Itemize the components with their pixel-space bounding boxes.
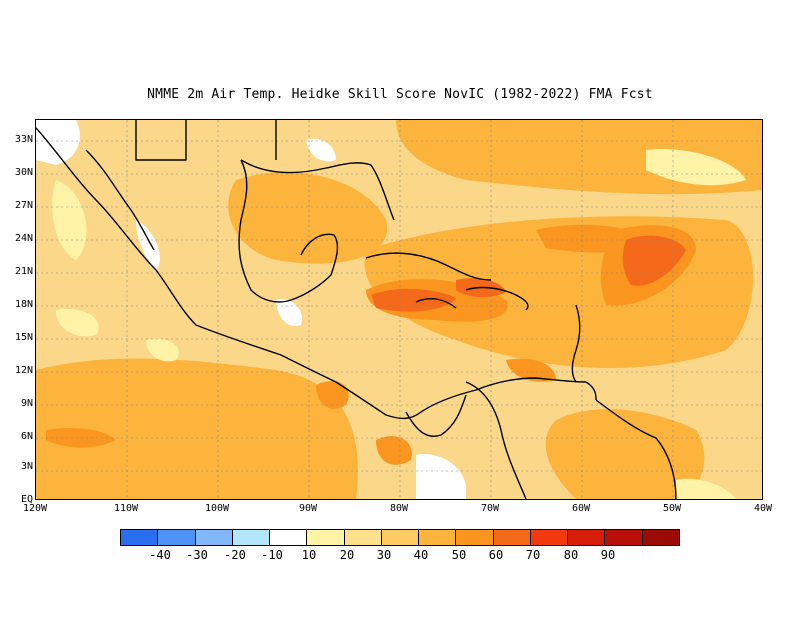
colorbar-label: 30 bbox=[376, 548, 392, 562]
colorbar-label: -20 bbox=[224, 548, 246, 562]
colorbar-label: -40 bbox=[149, 548, 171, 562]
lon-label: 100W bbox=[204, 503, 230, 514]
skill-score-map bbox=[35, 119, 763, 500]
lon-label: 40W bbox=[753, 503, 773, 514]
lon-label: 90W bbox=[298, 503, 318, 514]
field-10-20 bbox=[52, 149, 746, 499]
coastlines bbox=[36, 120, 677, 499]
lat-label: 30N bbox=[14, 167, 33, 178]
colorbar-swatch bbox=[456, 530, 494, 545]
lat-label: 27N bbox=[14, 200, 33, 211]
lat-label: 3N bbox=[20, 461, 33, 472]
colorbar-label: -30 bbox=[186, 548, 208, 562]
colorbar-swatch bbox=[158, 530, 196, 545]
colorbar bbox=[120, 529, 680, 546]
lat-label: 12N bbox=[14, 365, 33, 376]
colorbar-swatch bbox=[307, 530, 345, 545]
colorbar-swatch bbox=[642, 530, 679, 545]
map-canvas bbox=[36, 120, 762, 499]
lon-label: 70W bbox=[480, 503, 500, 514]
colorbar-swatch bbox=[232, 530, 271, 545]
field-40-50 bbox=[36, 120, 762, 499]
colorbar-swatch bbox=[381, 530, 420, 545]
lat-label: 9N bbox=[20, 398, 33, 409]
colorbar-label: 70 bbox=[525, 548, 541, 562]
lat-label: 6N bbox=[20, 431, 33, 442]
colorbar-label: 80 bbox=[563, 548, 579, 562]
lon-label: 110W bbox=[113, 503, 139, 514]
colorbar-label: 90 bbox=[600, 548, 616, 562]
colorbar-label: 60 bbox=[488, 548, 504, 562]
colorbar-swatch bbox=[568, 530, 606, 545]
colorbar-swatch bbox=[344, 530, 382, 545]
lat-label: 21N bbox=[14, 266, 33, 277]
lat-label: EQ bbox=[20, 494, 33, 505]
lat-label: 33N bbox=[14, 134, 33, 145]
colorbar-label: 20 bbox=[339, 548, 355, 562]
lon-label: 60W bbox=[571, 503, 591, 514]
colorbar-label: -10 bbox=[261, 548, 283, 562]
colorbar-swatch bbox=[419, 530, 457, 545]
colorbar-label: 10 bbox=[301, 548, 317, 562]
lat-label: 15N bbox=[14, 332, 33, 343]
colorbar-swatch bbox=[605, 530, 643, 545]
plot-title: NMME 2m Air Temp. Heidke Skill Score Nov… bbox=[147, 87, 653, 102]
lat-label: 24N bbox=[14, 233, 33, 244]
colorbar-label: 40 bbox=[413, 548, 429, 562]
colorbar-label: 50 bbox=[451, 548, 467, 562]
lon-label: 120W bbox=[22, 503, 48, 514]
colorbar-swatch bbox=[121, 530, 159, 545]
lat-label: 18N bbox=[14, 299, 33, 310]
colorbar-swatch bbox=[195, 530, 233, 545]
grid-lines bbox=[36, 120, 762, 499]
colorbar-swatch bbox=[530, 530, 569, 545]
colorbar-swatch bbox=[270, 530, 308, 545]
colorbar-swatch bbox=[493, 530, 531, 545]
lon-label: 80W bbox=[389, 503, 409, 514]
lon-label: 50W bbox=[662, 503, 682, 514]
